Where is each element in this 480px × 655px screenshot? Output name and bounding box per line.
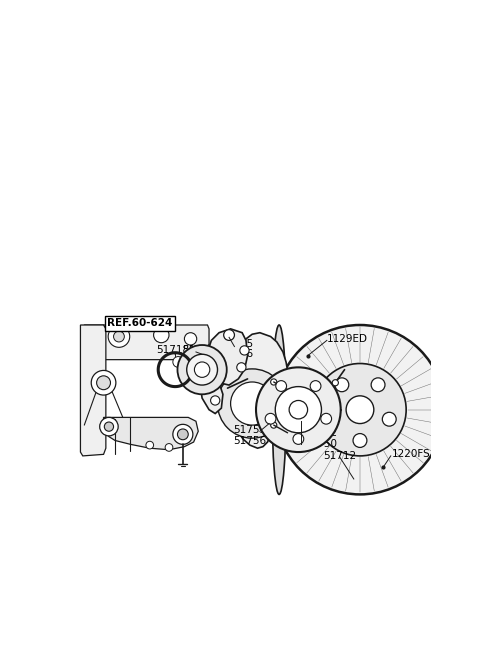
Circle shape <box>271 422 277 428</box>
Polygon shape <box>104 417 198 450</box>
Circle shape <box>314 364 406 456</box>
Text: 1129ED: 1129ED <box>327 334 368 344</box>
Ellipse shape <box>272 325 286 495</box>
Circle shape <box>108 326 130 347</box>
Circle shape <box>91 371 116 395</box>
Circle shape <box>173 424 193 444</box>
Circle shape <box>256 367 341 452</box>
Text: 51720: 51720 <box>182 345 215 354</box>
Circle shape <box>240 346 249 355</box>
Circle shape <box>275 325 444 495</box>
Text: 1220FS: 1220FS <box>392 449 431 459</box>
Circle shape <box>194 362 210 377</box>
Circle shape <box>178 345 227 394</box>
Polygon shape <box>230 333 288 448</box>
Circle shape <box>335 378 349 392</box>
Circle shape <box>237 363 246 372</box>
Circle shape <box>353 434 367 447</box>
Circle shape <box>310 381 321 392</box>
Circle shape <box>346 396 374 424</box>
Circle shape <box>324 412 337 426</box>
Circle shape <box>173 356 184 367</box>
Circle shape <box>265 413 276 424</box>
Circle shape <box>289 400 308 419</box>
Circle shape <box>96 376 110 390</box>
Text: 51755: 51755 <box>233 426 266 436</box>
Circle shape <box>187 354 217 385</box>
Circle shape <box>371 378 385 392</box>
Circle shape <box>332 380 338 386</box>
Circle shape <box>383 412 396 426</box>
Polygon shape <box>200 360 223 413</box>
Circle shape <box>230 382 274 425</box>
Circle shape <box>154 328 169 343</box>
Circle shape <box>100 417 118 436</box>
Polygon shape <box>204 329 248 385</box>
Circle shape <box>165 443 173 451</box>
Circle shape <box>271 379 277 385</box>
Text: 51718: 51718 <box>156 345 190 354</box>
Circle shape <box>275 386 322 433</box>
Circle shape <box>114 331 124 342</box>
Polygon shape <box>83 325 209 367</box>
Circle shape <box>178 429 188 440</box>
Text: 51715: 51715 <box>220 339 253 349</box>
Circle shape <box>276 381 287 392</box>
Text: 51712: 51712 <box>324 451 357 461</box>
Circle shape <box>211 396 220 405</box>
Circle shape <box>217 369 287 438</box>
Text: REF.60-624: REF.60-624 <box>107 318 172 328</box>
Text: 51716: 51716 <box>220 349 253 359</box>
Text: 51752: 51752 <box>304 428 337 438</box>
Circle shape <box>146 441 154 449</box>
Circle shape <box>184 333 197 345</box>
Text: 51756: 51756 <box>233 436 266 445</box>
Circle shape <box>224 329 234 341</box>
Text: 51750: 51750 <box>304 439 337 449</box>
Circle shape <box>293 434 304 444</box>
Circle shape <box>321 413 332 424</box>
Polygon shape <box>81 325 106 456</box>
Circle shape <box>104 422 114 431</box>
